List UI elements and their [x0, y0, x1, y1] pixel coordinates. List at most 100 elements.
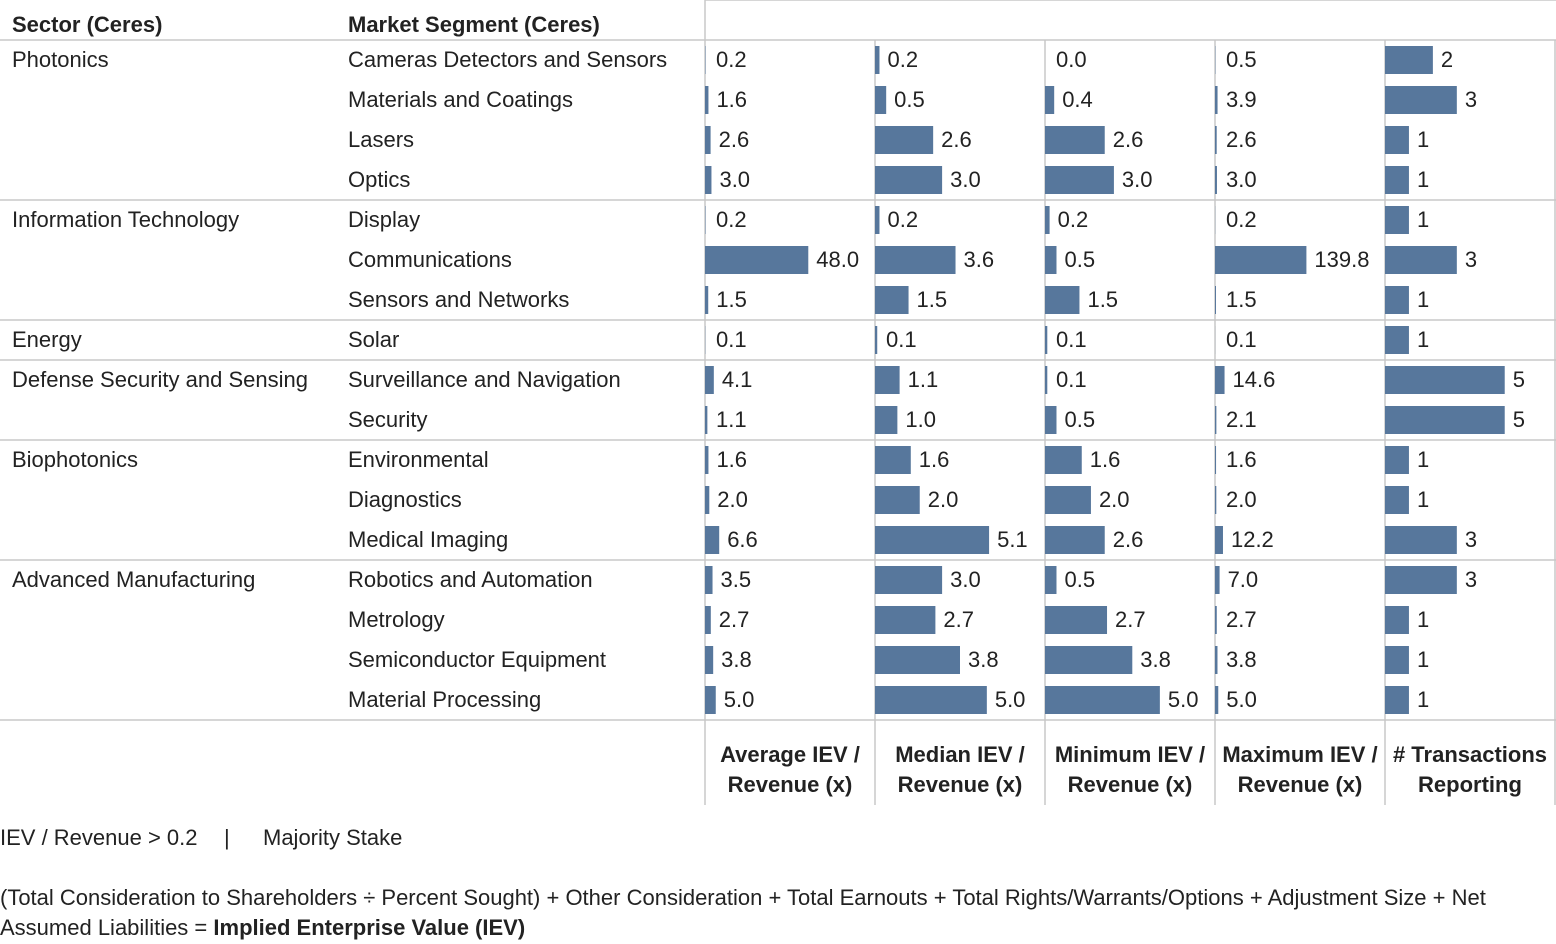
segment-label: Display [348, 207, 420, 232]
bar [1385, 686, 1409, 714]
bar [1385, 326, 1409, 354]
bar [1385, 46, 1433, 74]
bar [1385, 486, 1409, 514]
value-label: 1 [1417, 487, 1429, 512]
bar [875, 566, 943, 594]
bar [705, 86, 709, 114]
value-label: 0.1 [1056, 327, 1087, 352]
segment-label: Optics [348, 167, 410, 192]
filter-separator: | [224, 825, 230, 850]
column-header: Average IEV / Revenue (x) [720, 742, 860, 797]
bar [705, 646, 714, 674]
bar [875, 126, 934, 154]
sector-label: Energy [12, 327, 82, 352]
bar [705, 446, 709, 474]
bar [705, 566, 713, 594]
value-label: 12.2 [1231, 527, 1274, 552]
segment-label: Lasers [348, 127, 414, 152]
filter: IEV / Revenue > 0.2 [0, 825, 198, 850]
segment-label: Sensors and Networks [348, 287, 569, 312]
bar [875, 486, 920, 514]
bar [1215, 486, 1217, 514]
value-label: 0.5 [1226, 47, 1257, 72]
value-label: 1.6 [716, 87, 747, 112]
segment-label: Materials and Coatings [348, 87, 573, 112]
value-label: 1 [1417, 327, 1429, 352]
bar [1385, 86, 1457, 114]
value-label: 5.1 [997, 527, 1028, 552]
value-label: 2.7 [1115, 607, 1146, 632]
segment-label: Metrology [348, 607, 445, 632]
value-label: 2.6 [719, 127, 750, 152]
bar [875, 206, 880, 234]
segment-label: Solar [348, 327, 399, 352]
value-label: 1.6 [1090, 447, 1121, 472]
value-label: 3.0 [950, 167, 981, 192]
bar [875, 86, 887, 114]
value-label: 5.0 [1168, 687, 1199, 712]
chart: Sector (Ceres) Market Segment (Ceres) Ph… [0, 0, 1556, 805]
bar [1045, 606, 1108, 634]
value-label: 1.5 [917, 287, 948, 312]
formula-result: Implied Enterprise Value (IEV) [213, 915, 526, 940]
segment-label: Semiconductor Equipment [348, 647, 606, 672]
value-label: 2.0 [928, 487, 959, 512]
sector-label: Biophotonics [12, 447, 138, 472]
sector-header: Sector (Ceres) [12, 12, 162, 37]
bar [1215, 126, 1217, 154]
bar [1385, 366, 1505, 394]
segment-label: Material Processing [348, 687, 541, 712]
segment-label: Security [348, 407, 427, 432]
bar [875, 446, 911, 474]
bar [1045, 206, 1050, 234]
formula-note: (Total Consideration to Shareholders ÷ P… [0, 883, 1556, 943]
bar [1385, 526, 1457, 554]
bar [1385, 246, 1457, 274]
value-label: 48.0 [816, 247, 859, 272]
value-label: 2.7 [719, 607, 750, 632]
bar [705, 486, 710, 514]
value-label: 3.8 [1226, 647, 1257, 672]
segment-label: Medical Imaging [348, 527, 508, 552]
bar [1045, 486, 1091, 514]
value-label: 1 [1417, 687, 1429, 712]
bar [1385, 606, 1409, 634]
bar [875, 406, 898, 434]
bar [875, 326, 878, 354]
value-label: 5.0 [1226, 687, 1257, 712]
bar [1045, 366, 1048, 394]
bar [875, 286, 909, 314]
segment-label: Environmental [348, 447, 489, 472]
bar [1045, 326, 1048, 354]
bar [705, 166, 712, 194]
value-label: 0.5 [1064, 407, 1095, 432]
bar [875, 246, 956, 274]
bar [1215, 606, 1217, 634]
segment-label: Surveillance and Navigation [348, 367, 621, 392]
bar [1215, 686, 1219, 714]
value-label: 2.0 [717, 487, 748, 512]
value-label: 2.6 [1113, 527, 1144, 552]
bar [875, 166, 943, 194]
value-label: 1.0 [905, 407, 936, 432]
bar [705, 286, 709, 314]
value-label: 2.0 [1226, 487, 1257, 512]
value-label: 3.8 [721, 647, 752, 672]
bar [1385, 126, 1409, 154]
bar [1385, 286, 1409, 314]
bar [1045, 406, 1057, 434]
bar [1215, 246, 1307, 274]
value-label: 0.2 [1058, 207, 1089, 232]
sector-label: Defense Security and Sensing [12, 367, 308, 392]
value-label: 139.8 [1314, 247, 1369, 272]
value-label: 3.5 [721, 567, 752, 592]
value-label: 0.5 [894, 87, 925, 112]
bar [1045, 86, 1055, 114]
bar [1215, 566, 1220, 594]
value-label: 1.1 [716, 407, 747, 432]
value-label: 2.6 [1113, 127, 1144, 152]
value-label: 2.6 [941, 127, 972, 152]
bar [705, 246, 809, 274]
value-label: 1.5 [1226, 287, 1257, 312]
value-label: 0.5 [1064, 567, 1095, 592]
